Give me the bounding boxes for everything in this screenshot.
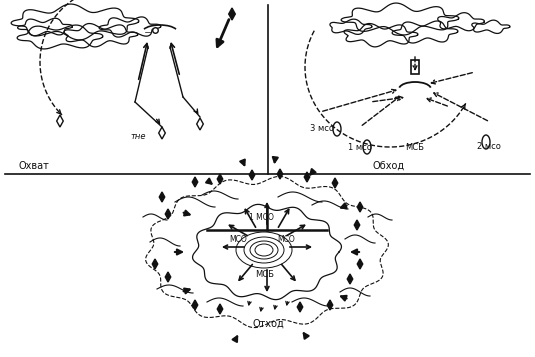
Text: тне: тне (130, 132, 146, 141)
Polygon shape (304, 172, 310, 182)
Polygon shape (165, 209, 171, 219)
Ellipse shape (255, 244, 273, 256)
Polygon shape (192, 300, 198, 310)
Polygon shape (277, 169, 283, 179)
Ellipse shape (236, 232, 292, 268)
Polygon shape (249, 170, 255, 180)
Polygon shape (192, 177, 198, 187)
Polygon shape (217, 174, 223, 184)
Polygon shape (297, 302, 303, 312)
Text: 3 мсо: 3 мсо (310, 124, 334, 133)
Ellipse shape (482, 135, 490, 149)
Text: МСБ: МСБ (255, 270, 274, 279)
Polygon shape (357, 202, 363, 212)
Text: Охват: Охват (18, 161, 49, 171)
Ellipse shape (250, 241, 278, 259)
Ellipse shape (244, 237, 284, 263)
Polygon shape (165, 272, 171, 282)
Ellipse shape (363, 140, 371, 154)
Text: МСО: МСО (229, 235, 247, 244)
Polygon shape (327, 300, 333, 310)
Polygon shape (347, 274, 353, 284)
Ellipse shape (333, 122, 341, 136)
Polygon shape (152, 259, 158, 269)
Text: Обход: Обход (372, 161, 404, 171)
Polygon shape (354, 220, 360, 230)
Text: 1 мсо: 1 мсо (348, 143, 372, 152)
Polygon shape (228, 8, 235, 20)
Bar (411, 60, 419, 74)
Polygon shape (357, 259, 363, 269)
Polygon shape (332, 178, 338, 188)
Text: МСБ: МСБ (405, 143, 424, 152)
Text: 1 МСО: 1 МСО (249, 213, 274, 222)
Text: МСО: МСО (277, 235, 295, 244)
Text: Отход: Отход (252, 319, 284, 329)
Polygon shape (159, 192, 165, 202)
Text: 2 мсо: 2 мсо (477, 142, 501, 151)
Polygon shape (217, 304, 223, 314)
